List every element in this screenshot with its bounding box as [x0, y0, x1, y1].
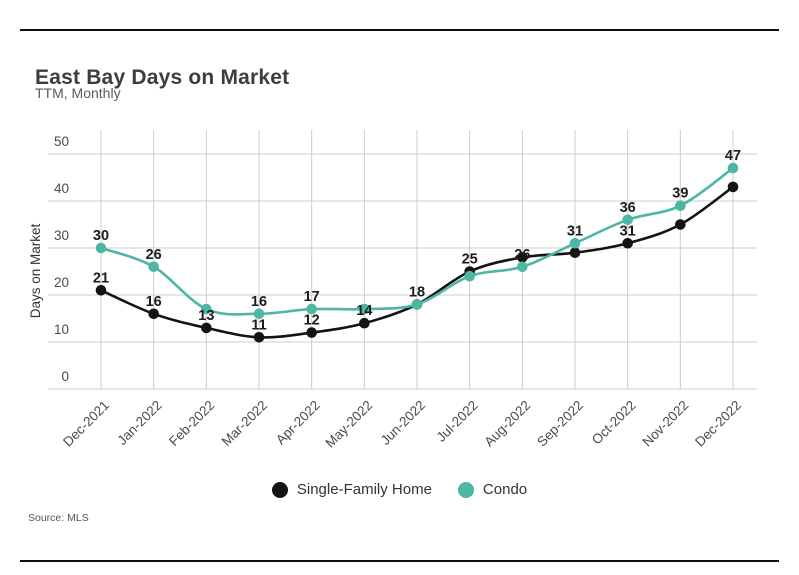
- data-point-label: 13: [198, 308, 214, 324]
- x-tick-label: Sep-2022: [534, 398, 586, 450]
- data-point: [622, 214, 633, 226]
- data-point-label: 26: [514, 247, 530, 263]
- data-point-label: 31: [567, 223, 583, 239]
- legend-swatch-single-family-home: [271, 481, 288, 498]
- data-point: [201, 322, 212, 334]
- data-point-label: 18: [409, 284, 425, 300]
- chart-title: East Bay Days on Market: [35, 66, 290, 90]
- data-point: [411, 299, 423, 310]
- data-point-label: 12: [304, 313, 320, 329]
- y-axis-title: Days on Market: [28, 223, 43, 318]
- legend-item-single-family-home: Single-Family Home: [271, 481, 432, 498]
- data-point: [675, 200, 686, 211]
- data-point: [517, 252, 528, 263]
- y-tick-label: 20: [54, 275, 69, 290]
- legend-label-condo: Condo: [482, 481, 528, 498]
- legend-label-single-family-home: Single-Family Home: [296, 481, 432, 498]
- y-tick-label: 40: [54, 181, 69, 196]
- data-point: [569, 247, 581, 258]
- data-point-label: 25: [462, 252, 478, 268]
- data-point-label: 16: [146, 294, 162, 310]
- y-tick-label: 0: [61, 369, 69, 384]
- x-tick-label: Jul-2022: [434, 398, 481, 445]
- y-tick-label: 10: [54, 322, 69, 337]
- data-point: [148, 308, 159, 320]
- data-point-label: 26: [146, 247, 162, 263]
- data-point: [359, 303, 370, 315]
- x-tick-label: Nov-2022: [639, 398, 691, 450]
- legend: Single-Family Home Condo: [0, 481, 799, 498]
- data-point: [306, 327, 317, 338]
- data-point: [148, 261, 159, 273]
- data-point-label: 31: [620, 223, 636, 239]
- data-point-label: 11: [251, 317, 266, 333]
- x-tick-label: Feb-2022: [166, 398, 217, 449]
- data-point: [675, 219, 686, 230]
- data-point-label: 17: [304, 289, 320, 305]
- source-note: Source: MLS: [28, 512, 89, 524]
- data-point: [359, 317, 370, 329]
- data-point: [201, 303, 212, 315]
- top-border: [20, 29, 779, 31]
- chart-subtitle: TTM, Monthly: [35, 85, 121, 101]
- data-point: [569, 238, 581, 249]
- data-point: [727, 162, 739, 174]
- legend-item-condo: Condo: [457, 481, 528, 498]
- data-point: [727, 181, 739, 193]
- data-point-label: 14: [356, 303, 372, 319]
- x-tick-label: Mar-2022: [219, 398, 270, 449]
- bottom-border: [20, 560, 779, 562]
- data-point: [253, 308, 265, 320]
- y-tick-label: 30: [54, 228, 69, 243]
- data-point: [253, 332, 265, 343]
- data-point-label: 30: [93, 228, 109, 244]
- data-point: [95, 242, 107, 254]
- x-tick-label: Aug-2022: [481, 398, 533, 450]
- x-tick-label: Dec-2022: [692, 398, 744, 450]
- x-tick-label: Jan-2022: [114, 398, 164, 448]
- legend-swatch-condo: [457, 481, 474, 498]
- data-point-label: 47: [725, 148, 741, 164]
- data-point: [622, 238, 633, 249]
- data-point-label: 16: [251, 294, 267, 310]
- x-tick-label: Jun-2022: [378, 398, 428, 448]
- data-point: [306, 303, 317, 315]
- y-tick-label: 50: [54, 134, 69, 149]
- x-tick-label: Apr-2022: [273, 398, 323, 448]
- data-point-label: 36: [620, 200, 636, 216]
- x-tick-label: Oct-2022: [589, 398, 639, 448]
- data-point: [95, 285, 107, 296]
- data-point: [517, 261, 528, 273]
- x-tick-label: Dec-2021: [60, 398, 112, 450]
- data-point-label: 21: [93, 270, 109, 286]
- x-tick-label: May-2022: [322, 398, 375, 451]
- data-point: [464, 270, 475, 282]
- data-point-label: 39: [672, 186, 688, 202]
